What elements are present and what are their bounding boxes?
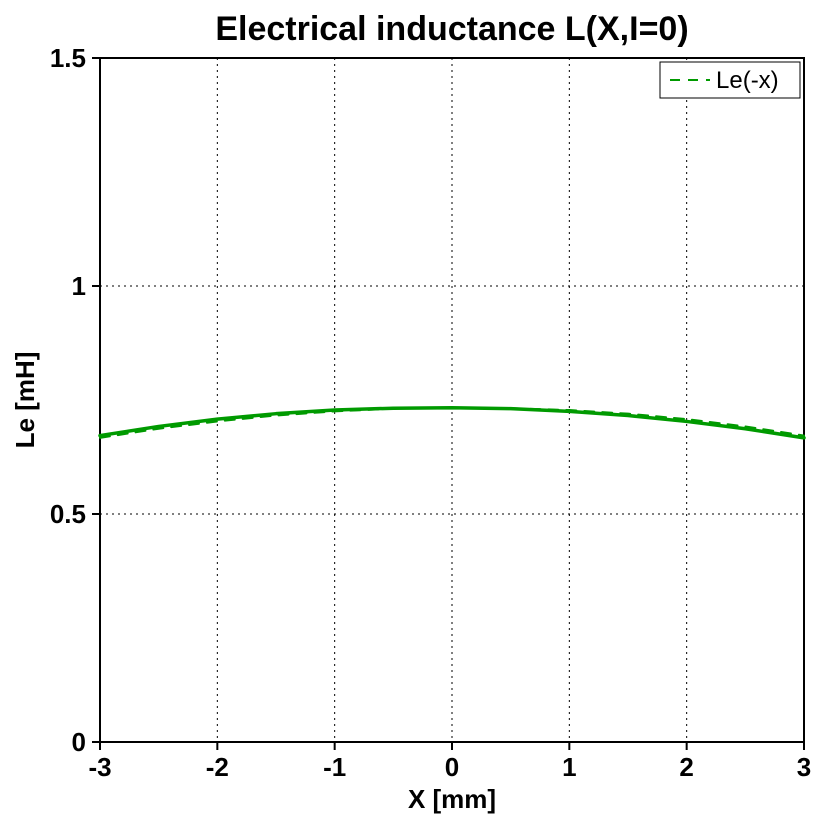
y-tick-label: 0.5 — [50, 499, 86, 529]
x-tick-label: -1 — [323, 752, 346, 782]
chart-svg: -3 -2 -1 0 1 2 3 0 0.5 1 1.5 Electrical inductanc… — [0, 0, 834, 816]
x-tick-label: 0 — [445, 752, 459, 782]
chart-container: -3 -2 -1 0 1 2 3 0 0.5 1 1.5 Electrical inductanc… — [0, 0, 834, 816]
x-tick-label: 3 — [797, 752, 811, 782]
y-tick-label: 1.5 — [50, 43, 86, 73]
x-axis-label: X [mm] — [408, 784, 496, 814]
chart-title: Electrical inductance L(X,I=0) — [215, 10, 688, 48]
legend-label: Le(-x) — [716, 67, 779, 94]
y-tick-label: 0 — [72, 727, 86, 757]
y-axis-label: Le [mH] — [10, 352, 40, 449]
x-tick-label: 2 — [679, 752, 693, 782]
legend: Le(-x) — [660, 62, 800, 98]
y-tick-label: 1 — [72, 271, 86, 301]
x-tick-label: -2 — [206, 752, 229, 782]
x-tick-label: 1 — [562, 752, 576, 782]
x-tick-label: -3 — [88, 752, 111, 782]
